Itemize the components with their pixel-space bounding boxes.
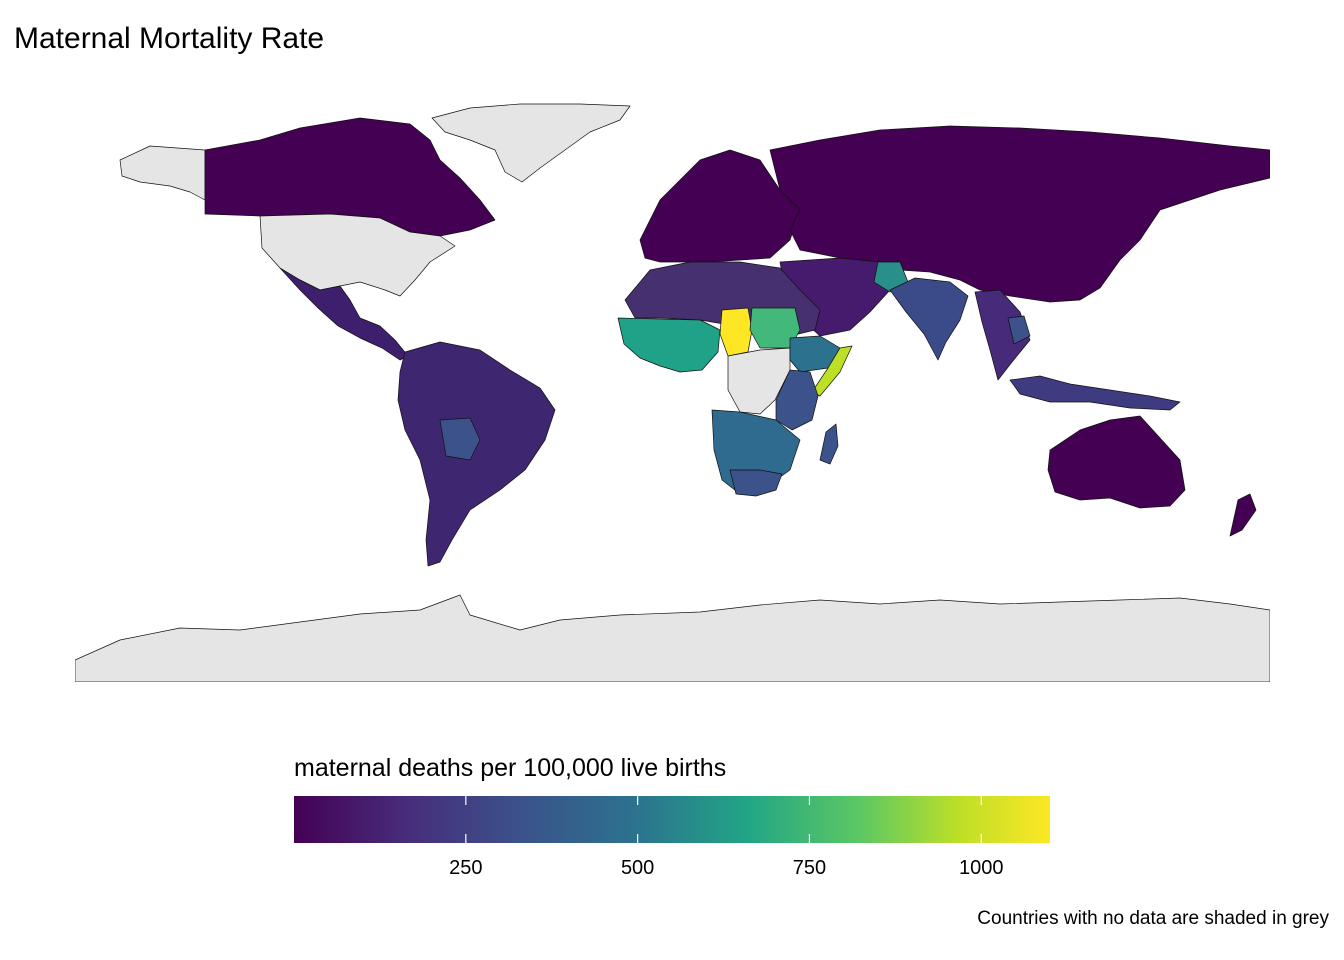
region-somalia [811, 345, 853, 397]
legend-tick-label: 1000 [959, 857, 1004, 879]
region-australia [1047, 415, 1186, 509]
region-south-africa [729, 469, 783, 497]
color-scale-gradient [294, 796, 1050, 843]
region-antarctica [75, 594, 1270, 682]
region-new-zealand [1229, 493, 1257, 537]
region-alaska [119, 145, 206, 201]
region-laos [1007, 315, 1031, 345]
map-title: Maternal Mortality Rate [14, 22, 325, 55]
legend-title: maternal deaths per 100,000 live births [294, 754, 727, 782]
region-east-africa [775, 369, 819, 431]
region-russia-asia [769, 125, 1270, 303]
legend-tick-label: 500 [620, 857, 655, 879]
region-southeast-asia [974, 289, 1031, 381]
region-greenland [431, 103, 631, 183]
region-indonesia [1009, 375, 1181, 411]
region-south-america [397, 341, 556, 567]
region-mexico-central-america [279, 267, 409, 361]
region-madagascar [819, 423, 839, 465]
no-data-caption: Countries with no data are shaded in gre… [977, 908, 1329, 929]
region-south-asia [889, 277, 969, 361]
region-bolivia [439, 417, 481, 461]
region-chad [719, 307, 753, 357]
world-map [75, 103, 1270, 682]
legend-tick-label: 750 [792, 857, 827, 879]
region-west-africa [617, 317, 721, 373]
color-scale-bar [294, 796, 1050, 843]
region-central-africa [727, 347, 791, 415]
legend-tick-label: 250 [449, 857, 483, 879]
